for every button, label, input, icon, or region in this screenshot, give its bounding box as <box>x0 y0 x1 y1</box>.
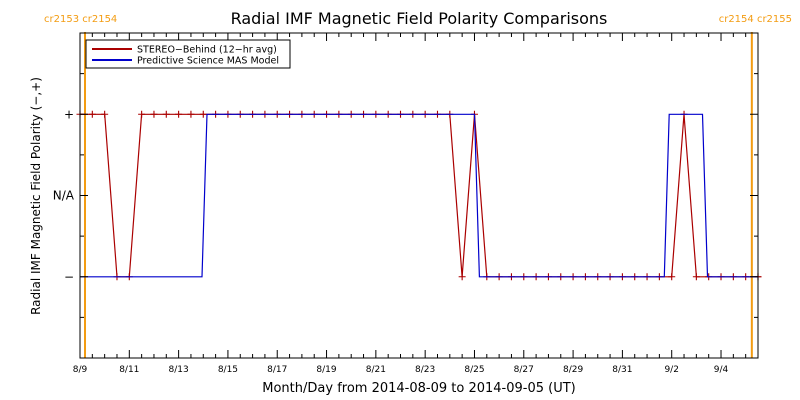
series-line-model <box>80 113 758 278</box>
x-tick-label: 8/19 <box>316 365 336 375</box>
y-tick-label: N/A <box>53 189 75 203</box>
legend-label: STEREO−Behind (12−hr avg) <box>137 45 277 56</box>
x-axis-label: Month/Day from 2014-08-09 to 2014-09-05 … <box>262 381 575 396</box>
x-tick-label: 8/15 <box>218 365 238 375</box>
carrington-label: cr2153 cr2154 <box>44 14 117 25</box>
x-tick-label: 8/21 <box>366 365 386 375</box>
data-point <box>175 110 183 118</box>
x-tick-label: 8/13 <box>169 365 189 375</box>
data-point <box>199 110 207 118</box>
x-tick-label: 8/27 <box>514 365 534 375</box>
x-tick-label: 8/11 <box>119 365 139 375</box>
data-point <box>458 273 466 281</box>
plot-background: cr2153 cr2154 cr2154 cr2155 <box>44 14 792 358</box>
x-tick-label: 8/29 <box>563 365 583 375</box>
x-tick-label: 8/25 <box>464 365 484 375</box>
legend-label: Predictive Science MAS Model <box>137 56 279 67</box>
x-tick-label: 8/23 <box>415 365 435 375</box>
carrington-label: cr2154 cr2155 <box>719 14 792 25</box>
legend: STEREO−Behind (12−hr avg)Predictive Scie… <box>85 39 291 69</box>
data-point <box>692 273 700 281</box>
axes-layer: 8/9 8/11 8/13 8/15 8/17 8/19 8/21 8/23 8/25 8/27 8… <box>53 32 759 375</box>
data-point <box>187 110 195 118</box>
x-tick-label: 8/17 <box>267 365 287 375</box>
data-point <box>101 110 109 118</box>
plot-area <box>80 33 758 358</box>
y-tick-label: − <box>64 270 74 284</box>
data-point <box>150 110 158 118</box>
data-point <box>162 110 170 118</box>
x-tick-label: 9/4 <box>714 365 729 375</box>
data-point <box>88 110 96 118</box>
data-point <box>668 273 676 281</box>
x-tick-label: 8/9 <box>73 365 88 375</box>
x-tick-label: 9/2 <box>664 365 678 375</box>
chart-title: Radial IMF Magnetic Field Polarity Compa… <box>231 9 608 28</box>
data-point <box>138 110 146 118</box>
y-tick-label: + <box>64 107 74 121</box>
x-tick-label: 8/31 <box>612 365 632 375</box>
y-axis-label: Radial IMF Magnetic Field Polarity (−,+) <box>29 77 43 315</box>
legend-box <box>85 39 291 69</box>
